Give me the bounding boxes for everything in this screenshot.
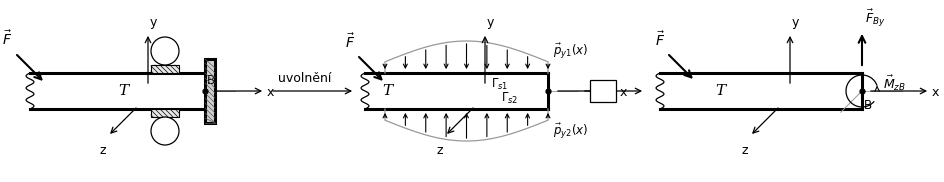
Text: $\vec{F}$: $\vec{F}$: [345, 32, 355, 51]
Text: B: B: [207, 74, 215, 87]
Text: T: T: [382, 84, 392, 98]
Text: $\vec{F}$: $\vec{F}$: [655, 30, 665, 49]
Text: Z: Z: [160, 44, 170, 58]
Text: y: y: [487, 16, 495, 29]
Bar: [151, 109, 179, 117]
Circle shape: [151, 37, 179, 65]
Text: y: y: [150, 16, 158, 29]
Text: $\vec{F}$: $\vec{F}$: [2, 29, 12, 48]
Text: $\vec{M}_{zB}$: $\vec{M}_{zB}$: [883, 73, 906, 93]
Text: $\Gamma_{s1}$: $\Gamma_{s1}$: [491, 76, 509, 92]
Text: SE: SE: [595, 84, 611, 96]
Text: T: T: [118, 84, 128, 98]
Bar: [365, 73, 548, 109]
Text: z: z: [437, 144, 444, 157]
Text: $\vec{p}_{y1}(x)$: $\vec{p}_{y1}(x)$: [553, 41, 588, 60]
Text: $\vec{F}_{By}$: $\vec{F}_{By}$: [865, 8, 885, 29]
Text: Z: Z: [160, 124, 170, 138]
Bar: [30, 73, 205, 109]
Text: y: y: [792, 16, 800, 29]
Text: x: x: [267, 86, 275, 98]
Text: uvolnění: uvolnění: [278, 72, 331, 86]
Text: T: T: [715, 84, 725, 98]
Text: $\vec{p}_{y2}(x)$: $\vec{p}_{y2}(x)$: [553, 122, 588, 141]
Bar: [590, 80, 616, 102]
Bar: [205, 59, 215, 123]
Text: $\Gamma_{s2}$: $\Gamma_{s2}$: [501, 90, 518, 106]
Text: x: x: [932, 86, 939, 98]
Bar: [660, 73, 862, 109]
Bar: [151, 65, 179, 73]
Text: z: z: [100, 144, 107, 157]
Text: z: z: [742, 144, 749, 157]
Text: x: x: [620, 86, 628, 98]
Circle shape: [151, 117, 179, 145]
Text: B: B: [864, 99, 872, 112]
